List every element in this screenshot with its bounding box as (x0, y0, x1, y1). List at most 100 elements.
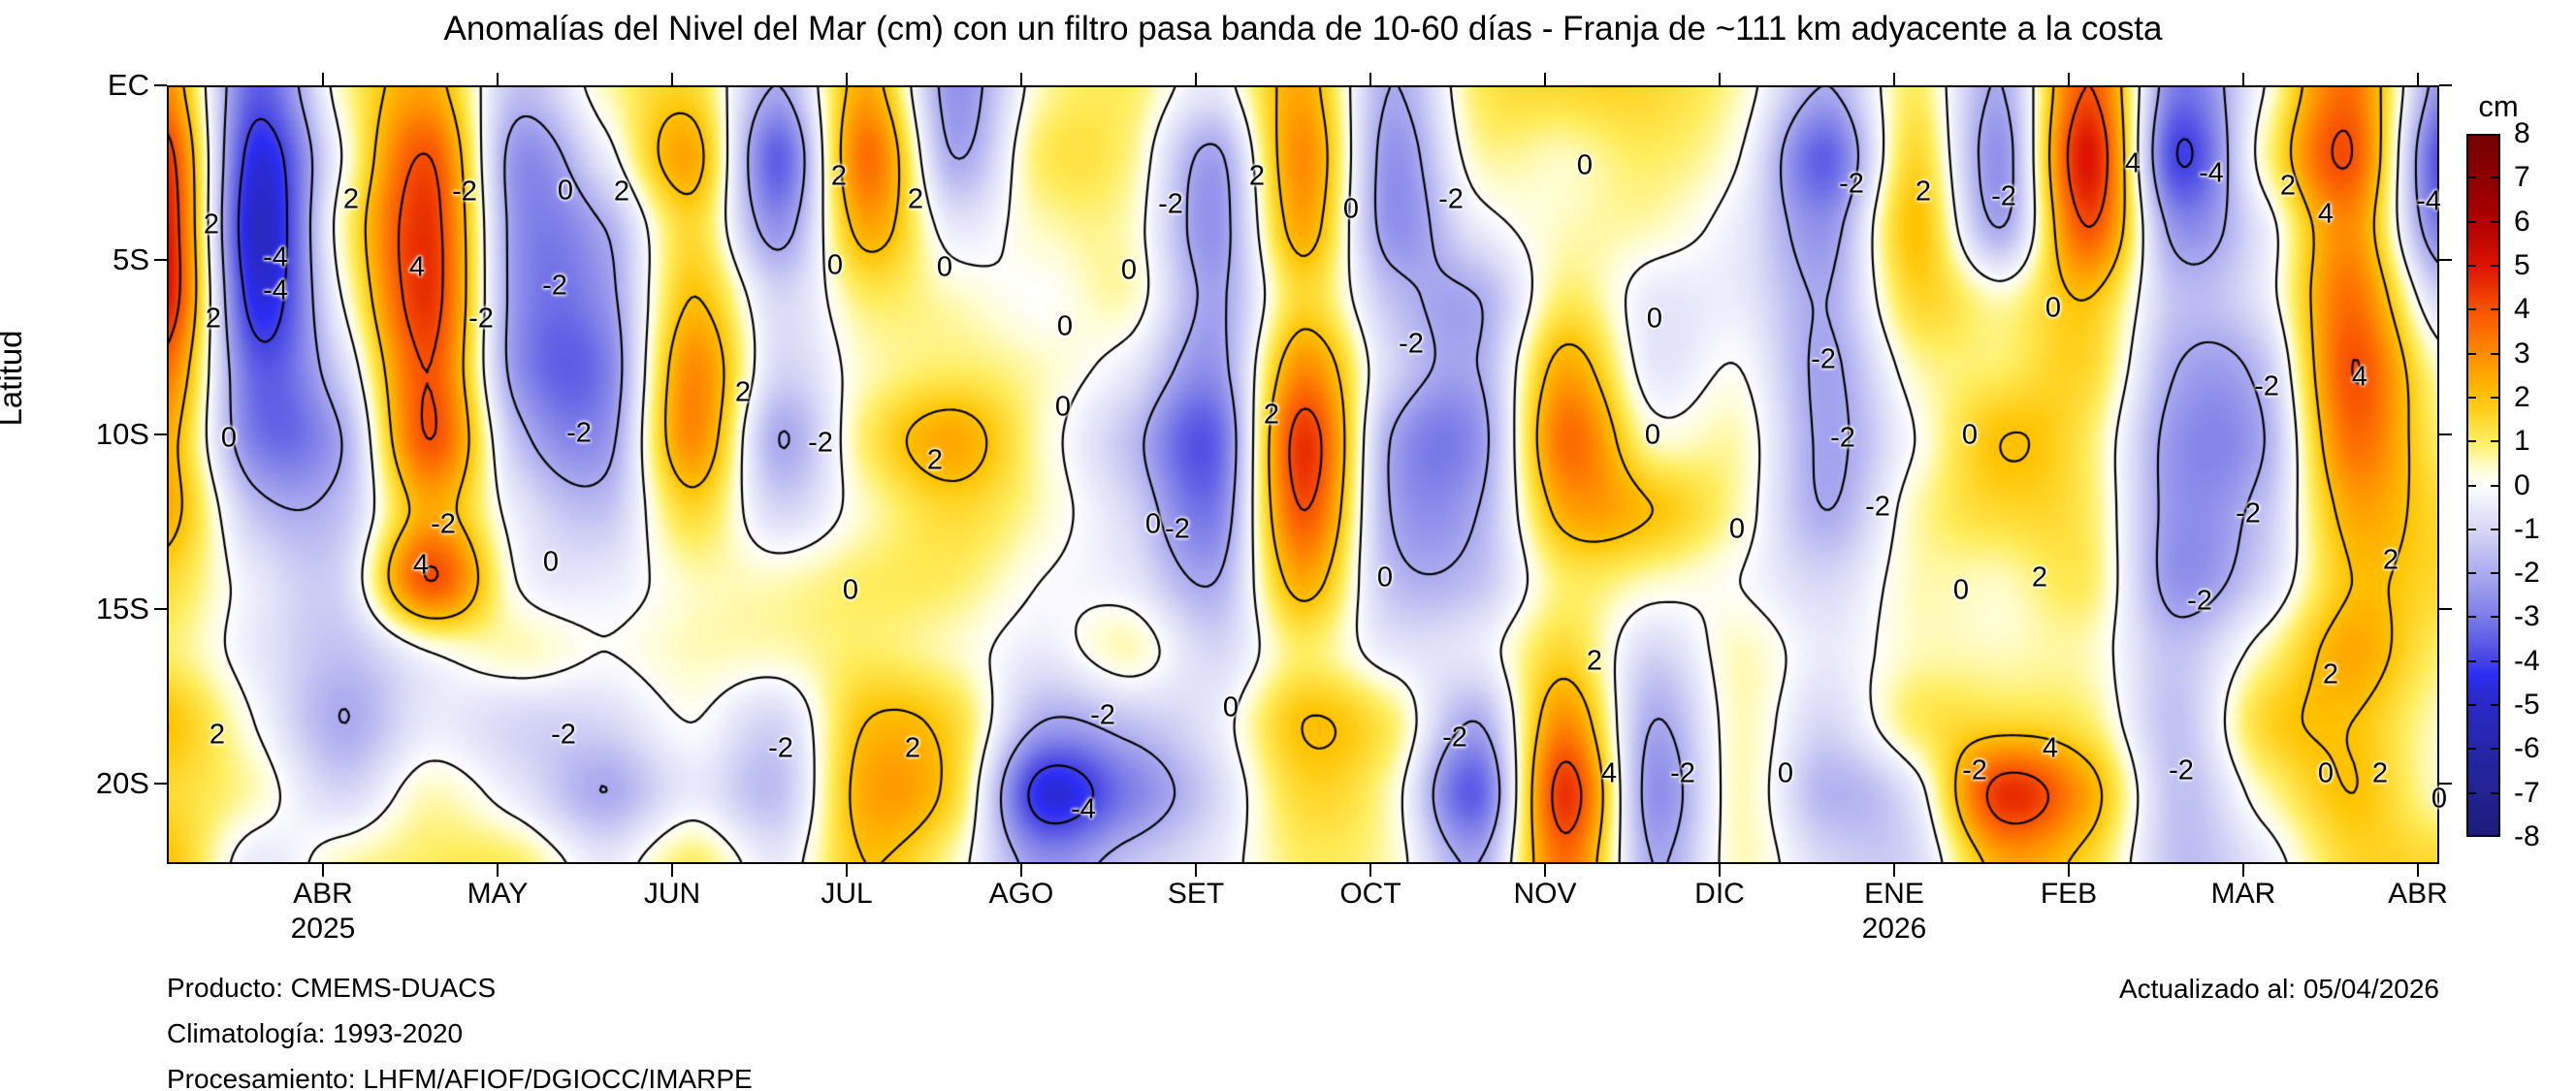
colorbar-tick (2491, 220, 2498, 223)
x-tick-bottom (1020, 864, 1022, 877)
y-tick-right (2439, 259, 2452, 261)
contour-label: 2 (904, 732, 921, 764)
x-tick-top (1195, 73, 1197, 85)
contour-label: 0 (1952, 574, 1970, 606)
colorbar-tick (2491, 396, 2498, 399)
contour-label: -2 (1090, 699, 1115, 731)
contour-label: 0 (1646, 303, 1663, 335)
contour-label: 4 (1600, 757, 1618, 789)
contour-label: -2 (566, 417, 592, 449)
colorbar-tick (2491, 528, 2498, 530)
x-tick-top (1719, 73, 1721, 85)
contour-label: 0 (1120, 254, 1138, 286)
x-tick-year-label: 2025 (290, 913, 356, 945)
x-tick-label: JUN (643, 878, 701, 910)
colorbar-tick-label: 7 (2514, 161, 2530, 194)
x-tick-label: FEB (2040, 878, 2098, 910)
colorbar-tick (2491, 352, 2498, 355)
contour-label: 0 (2431, 783, 2448, 815)
contour-label: 2 (2031, 562, 2048, 594)
contour-label: 2 (342, 183, 360, 215)
colorbar-tick (2468, 748, 2476, 751)
contour-label: -2 (1865, 491, 1890, 523)
contour-label: 0 (1777, 757, 1794, 789)
contour-label: 2 (2322, 658, 2339, 690)
colorbar-tick (2468, 484, 2476, 487)
contour-label: 0 (542, 546, 560, 578)
x-tick-top (1369, 73, 1371, 85)
colorbar-tick (2468, 220, 2476, 223)
contour-label: 4 (2317, 198, 2334, 230)
colorbar-tick (2491, 791, 2498, 794)
colorbar-tick-label: 0 (2514, 468, 2530, 501)
contour-label: 2 (205, 303, 222, 335)
x-tick-bottom (2242, 864, 2244, 877)
contour-label: -2 (468, 303, 494, 335)
colorbar-tick-label: -2 (2514, 557, 2540, 590)
x-tick-bottom (1719, 864, 1721, 877)
y-tick-label: 5S (113, 242, 149, 276)
contour-label: -2 (808, 427, 833, 459)
contour-label: -2 (2236, 497, 2261, 529)
contour-label: -2 (431, 508, 456, 540)
y-tick-left (154, 84, 167, 86)
contour-label: -2 (1438, 183, 1464, 215)
contour-label: -4 (1071, 793, 1096, 825)
colorbar-tick (2491, 308, 2498, 311)
x-tick-label: OCT (1339, 878, 1401, 910)
contour-label: -4 (263, 274, 288, 306)
colorbar-title: cm (2478, 89, 2519, 123)
x-tick-top (671, 73, 673, 85)
x-tick-bottom (2068, 864, 2070, 877)
y-tick-left (154, 259, 167, 261)
colorbar-tick-label: -7 (2514, 776, 2540, 809)
x-tick-bottom (2417, 864, 2419, 877)
contour-label: 0 (557, 175, 574, 207)
x-tick-label: ABR (2388, 878, 2448, 910)
contour-label: 2 (2279, 170, 2297, 202)
x-tick-label: SET (1167, 878, 1225, 910)
x-tick-bottom (1544, 864, 1546, 877)
x-tick-bottom (497, 864, 499, 877)
contour-label: 0 (1728, 513, 1746, 545)
contour-label: 2 (907, 183, 924, 215)
colorbar-tick (2491, 659, 2498, 662)
colorbar-tick (2468, 528, 2476, 530)
contour-label: 4 (412, 549, 430, 581)
x-tick-year-label: 2026 (1861, 913, 1927, 945)
colorbar-tick (2468, 616, 2476, 619)
y-tick-right (2439, 433, 2452, 435)
colorbar-tick (2491, 484, 2498, 487)
contour-label: 0 (842, 574, 859, 606)
contour-label: -2 (542, 270, 567, 302)
contour-label: 2 (830, 160, 848, 192)
y-tick-right (2439, 608, 2452, 610)
x-tick-label: JUL (821, 878, 873, 910)
y-tick-label: 20S (95, 766, 149, 800)
contour-label: -2 (2187, 585, 2212, 617)
colorbar-tick-label: 4 (2514, 293, 2530, 326)
contour-label: 2 (209, 719, 226, 751)
contour-label: 2 (2371, 757, 2389, 789)
colorbar-tick-label: -5 (2514, 689, 2540, 722)
contour-label: 2 (1915, 176, 1932, 208)
contour-label: -2 (452, 176, 477, 208)
footer-climatology: Climatología: 1993-2020 (167, 1018, 464, 1048)
contour-label: 0 (1644, 419, 1661, 451)
contour-label: -4 (263, 241, 288, 273)
contour-label: 0 (1961, 419, 1979, 451)
x-tick-top (2068, 73, 2070, 85)
colorbar-tick-label: 8 (2514, 117, 2530, 149)
x-tick-top (1020, 73, 1022, 85)
hovmoller-plot-area: 2 2 0 2 -4 -4 2 4 4 -2 -2 -2 -2 -2 0 -2 0 2 2 0 2 2 -2 0 -2 0 2 2 0 0… (167, 85, 2447, 864)
contour-label: -2 (1442, 722, 1467, 754)
x-tick-top (322, 73, 324, 85)
colorbar-tick (2468, 176, 2476, 179)
y-tick-left (154, 433, 167, 435)
x-tick-top (497, 73, 499, 85)
contour-label: -2 (1839, 168, 1864, 200)
contour-label: 0 (1056, 310, 1074, 342)
colorbar-tick (2468, 704, 2476, 707)
contour-label: 0 (826, 249, 844, 281)
x-tick-bottom (846, 864, 848, 877)
